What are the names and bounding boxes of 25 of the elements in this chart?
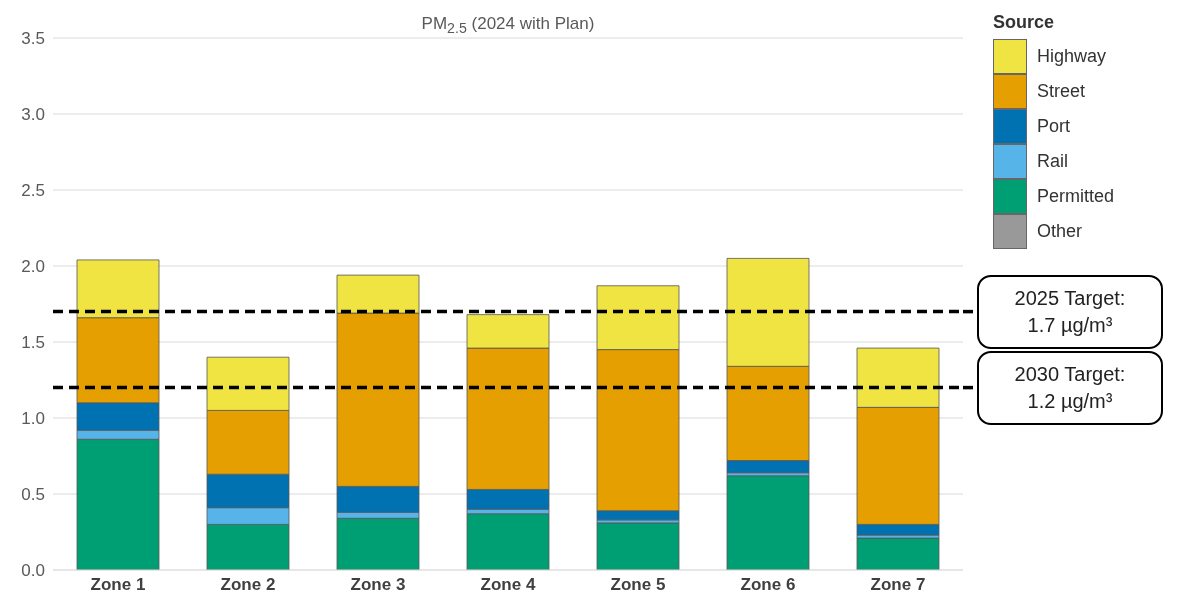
- legend-label: Port: [1037, 116, 1071, 137]
- y-tick-label: 3.5: [21, 29, 45, 49]
- y-tick-label: 2.0: [21, 257, 45, 277]
- y-tick-label: 0.5: [21, 485, 45, 505]
- x-tick-label: Zone 6: [740, 575, 796, 595]
- y-tick-label: 1.5: [21, 333, 45, 353]
- x-tick-label: Zone 5: [610, 575, 666, 595]
- legend-label: Other: [1037, 221, 1083, 242]
- x-tick-label: Zone 7: [870, 575, 926, 595]
- chart-title: PM$_{2.5}$ (2024 with Plan): [420, 14, 596, 37]
- legend-label: Street: [1037, 81, 1086, 102]
- y-tick-label: 2.5: [21, 181, 45, 201]
- ref-line-label: 2025 Target: 1.7 µg/m³: [1013, 285, 1127, 338]
- y-tick-label: 1.0: [21, 409, 45, 429]
- x-tick-label: Zone 2: [220, 575, 276, 595]
- y-tick-label: 0.0: [21, 561, 45, 581]
- legend-label: Permitted: [1037, 186, 1115, 207]
- x-tick-label: Zone 4: [480, 575, 536, 595]
- legend-label: Highway: [1037, 46, 1107, 67]
- x-tick-label: Zone 1: [90, 575, 146, 595]
- legend-title: Source: [993, 12, 1056, 33]
- y-tick-label: 3.0: [21, 105, 45, 125]
- x-tick-label: Zone 3: [350, 575, 406, 595]
- legend-label: Rail: [1037, 151, 1069, 172]
- ref-line-label: 2030 Target: 1.2 µg/m³: [1013, 361, 1127, 414]
